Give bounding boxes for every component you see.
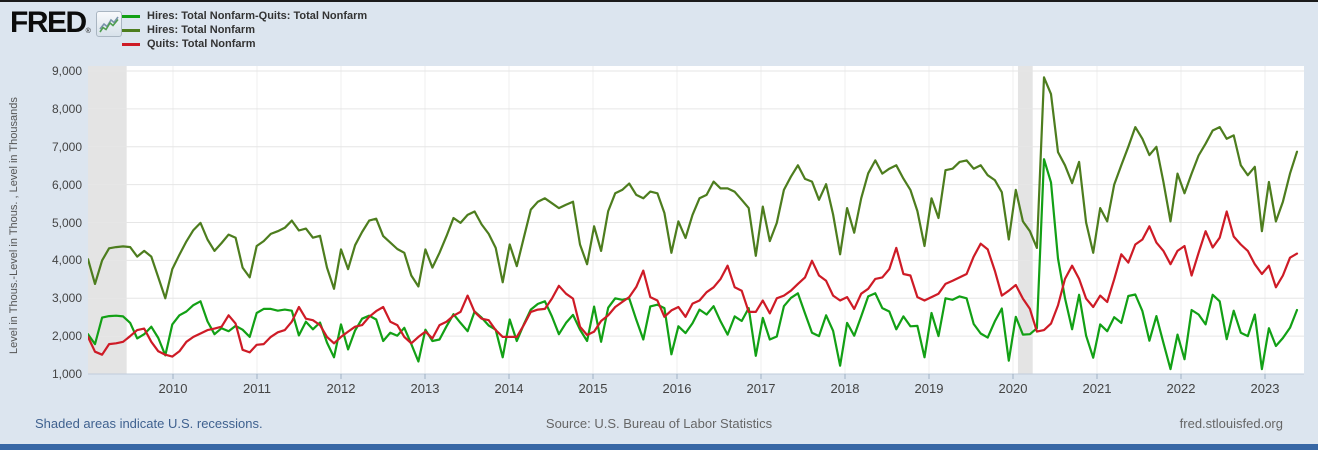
y-tick-label: 3,000 — [51, 291, 82, 305]
series-line[interactable] — [88, 76, 1299, 300]
legend-label: Hires: Total Nonfarm — [147, 24, 255, 36]
legend-label: Hires: Total Nonfarm-Quits: Total Nonfar… — [147, 10, 368, 22]
y-tick-label: 4,000 — [51, 253, 82, 267]
x-tick-label: 2022 — [1166, 381, 1196, 396]
x-tick-label: 2023 — [1250, 381, 1280, 396]
y-tick-label: 2,000 — [51, 329, 82, 343]
plot-background — [88, 66, 1304, 374]
series-line[interactable] — [88, 158, 1299, 371]
x-tick-label: 2021 — [1082, 381, 1112, 396]
registered-mark: ® — [85, 28, 91, 35]
top-edge-border — [0, 0, 1318, 2]
series-line[interactable] — [88, 210, 1299, 358]
y-tick-label: 7,000 — [51, 140, 82, 154]
recession-band — [88, 66, 127, 374]
source-text: Source: U.S. Bureau of Labor Statistics — [545, 416, 773, 431]
x-tick-label: 2017 — [746, 381, 776, 396]
x-tick-label: 2018 — [830, 381, 860, 396]
x-tick-label: 2013 — [410, 381, 440, 396]
y-tick-label: 5,000 — [51, 216, 82, 230]
legend-swatch-quits — [122, 42, 140, 46]
fred-logo-text: FRED — [10, 6, 87, 39]
fred-sparkline-icon — [95, 11, 122, 37]
fred-site-link[interactable]: fred.stlouisfed.org — [1179, 416, 1283, 431]
y-tick-label: 9,000 — [51, 64, 82, 78]
x-tick-label: 2020 — [998, 381, 1028, 396]
x-tick-label: 2019 — [914, 381, 944, 396]
legend-item-quits: Quits: Total Nonfarm — [122, 37, 367, 51]
legend-swatch-hires-minus-quits — [122, 14, 140, 18]
footer: Shaded areas indicate U.S. recessions. S… — [0, 416, 1318, 436]
legend-item-hires-minus-quits: Hires: Total Nonfarm-Quits: Total Nonfar… — [122, 9, 367, 23]
x-tick-label: 2015 — [578, 381, 608, 396]
x-tick-label: 2014 — [494, 381, 524, 396]
x-tick-label: 2016 — [662, 381, 692, 396]
fred-logo[interactable]: FRED ® — [10, 8, 122, 38]
y-tick-label: 1,000 — [51, 367, 82, 381]
legend-swatch-hires — [122, 28, 140, 32]
legend-label: Quits: Total Nonfarm — [147, 38, 256, 50]
chart-plot-area[interactable] — [88, 66, 1304, 380]
x-tick-label: 2011 — [243, 381, 271, 396]
recession-note-link[interactable]: Shaded areas indicate U.S. recessions. — [35, 416, 263, 431]
bottom-blue-bar — [0, 444, 1318, 450]
y-tick-label: 6,000 — [51, 178, 82, 192]
legend: Hires: Total Nonfarm-Quits: Total Nonfar… — [122, 9, 367, 51]
y-tick-label: 8,000 — [51, 102, 82, 116]
y-axis-title: Level in Thous.-Level in Thous. , Level … — [8, 97, 20, 355]
x-tick-label: 2010 — [158, 381, 188, 396]
x-tick-label: 2012 — [326, 381, 356, 396]
legend-item-hires: Hires: Total Nonfarm — [122, 23, 367, 37]
